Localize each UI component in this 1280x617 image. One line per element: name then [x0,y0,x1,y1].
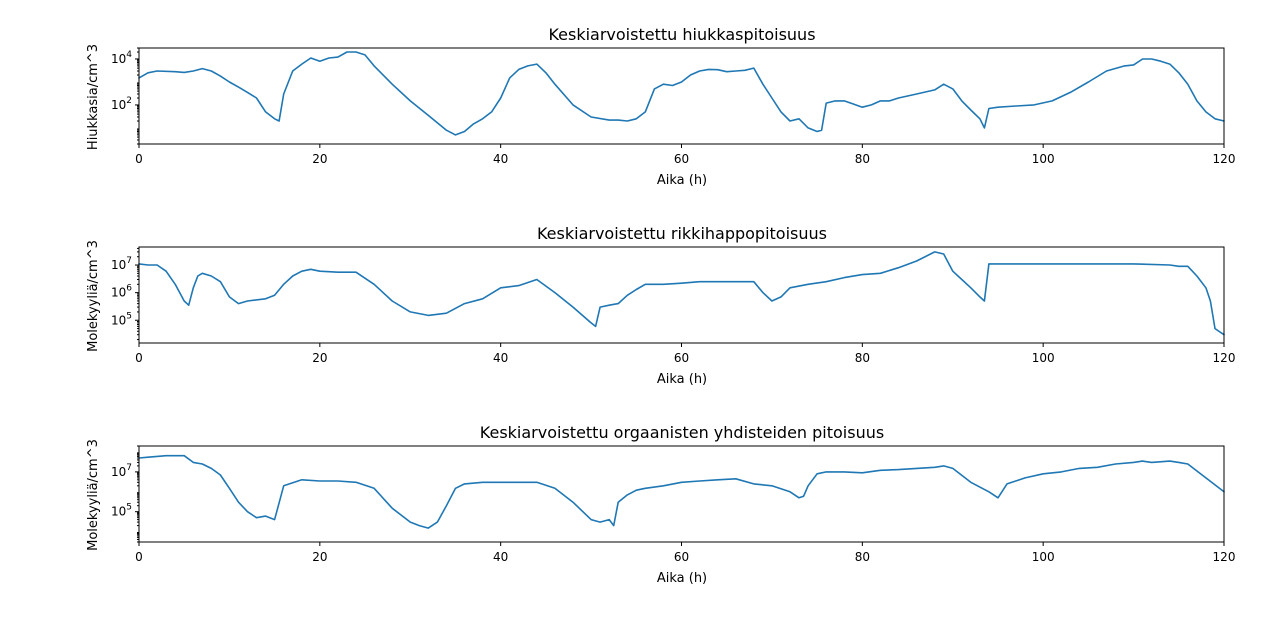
x-tick-label: 60 [674,550,689,564]
x-tick-label: 40 [493,152,508,166]
y-axis-label: Molekyyliä/cm^3 [86,240,101,352]
series-line [138,251,1225,336]
x-axis-label: Aika (h) [657,372,707,387]
y-tick-label: 107 [111,463,132,479]
panel-title: Keskiarvoistettu orgaanisten yhdisteiden… [480,423,884,442]
x-tick-label: 20 [312,550,327,564]
series-line [138,454,1225,529]
y-tick-label: 104 [111,50,132,66]
x-tick-label: 40 [493,550,508,564]
series-line [138,51,1225,136]
x-tick-label: 120 [1213,152,1236,166]
panel-particle-concentration: Keskiarvoistettu hiukkaspitoisuus Aika (… [86,25,1235,188]
y-tick-label: 105 [111,503,132,519]
x-axis-label: Aika (h) [657,173,707,188]
x-tick-label: 0 [135,152,143,166]
panel-title: Keskiarvoistettu hiukkaspitoisuus [548,25,815,44]
x-tick-label: 120 [1213,550,1236,564]
y-axis-label: Hiukkasia/cm^3 [86,44,101,150]
x-tick-label: 80 [855,152,870,166]
y-tick-label: 106 [111,284,132,300]
y-axis-label: Molekyyliä/cm^3 [86,439,101,551]
x-tick-label: 20 [312,152,327,166]
x-tick-label: 0 [135,351,143,365]
y-tick-label: 105 [111,311,132,327]
x-tick-label: 120 [1213,351,1236,365]
x-tick-label: 100 [1032,152,1055,166]
x-tick-label: 0 [135,550,143,564]
x-tick-label: 80 [855,550,870,564]
y-tick-label: 102 [111,96,132,112]
panel-sulfuric-acid-concentration: Keskiarvoistettu rikkihappopitoisuus Aik… [86,224,1235,387]
x-tick-label: 80 [855,351,870,365]
x-tick-label: 60 [674,152,689,166]
x-tick-label: 40 [493,351,508,365]
x-tick-label: 60 [674,351,689,365]
x-tick-label: 100 [1032,351,1055,365]
y-tick-label: 107 [111,256,132,272]
panel-organic-compounds-concentration: Keskiarvoistettu orgaanisten yhdisteiden… [86,423,1235,586]
x-tick-label: 20 [312,351,327,365]
panel-title: Keskiarvoistettu rikkihappopitoisuus [537,224,827,243]
x-tick-label: 100 [1032,550,1055,564]
x-axis-label: Aika (h) [657,571,707,586]
